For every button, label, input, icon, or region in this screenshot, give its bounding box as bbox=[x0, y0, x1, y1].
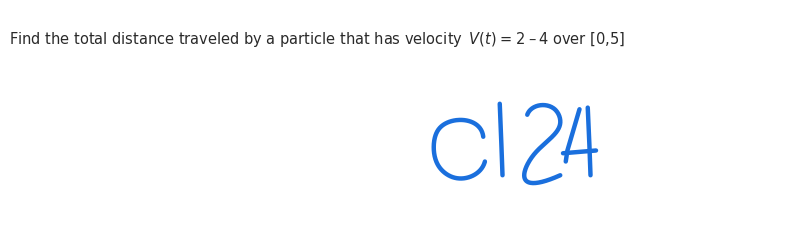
Text: Find the total distance traveled by a particle that has velocity  $V(t)$ = 2 – 4: Find the total distance traveled by a pa… bbox=[9, 30, 624, 49]
